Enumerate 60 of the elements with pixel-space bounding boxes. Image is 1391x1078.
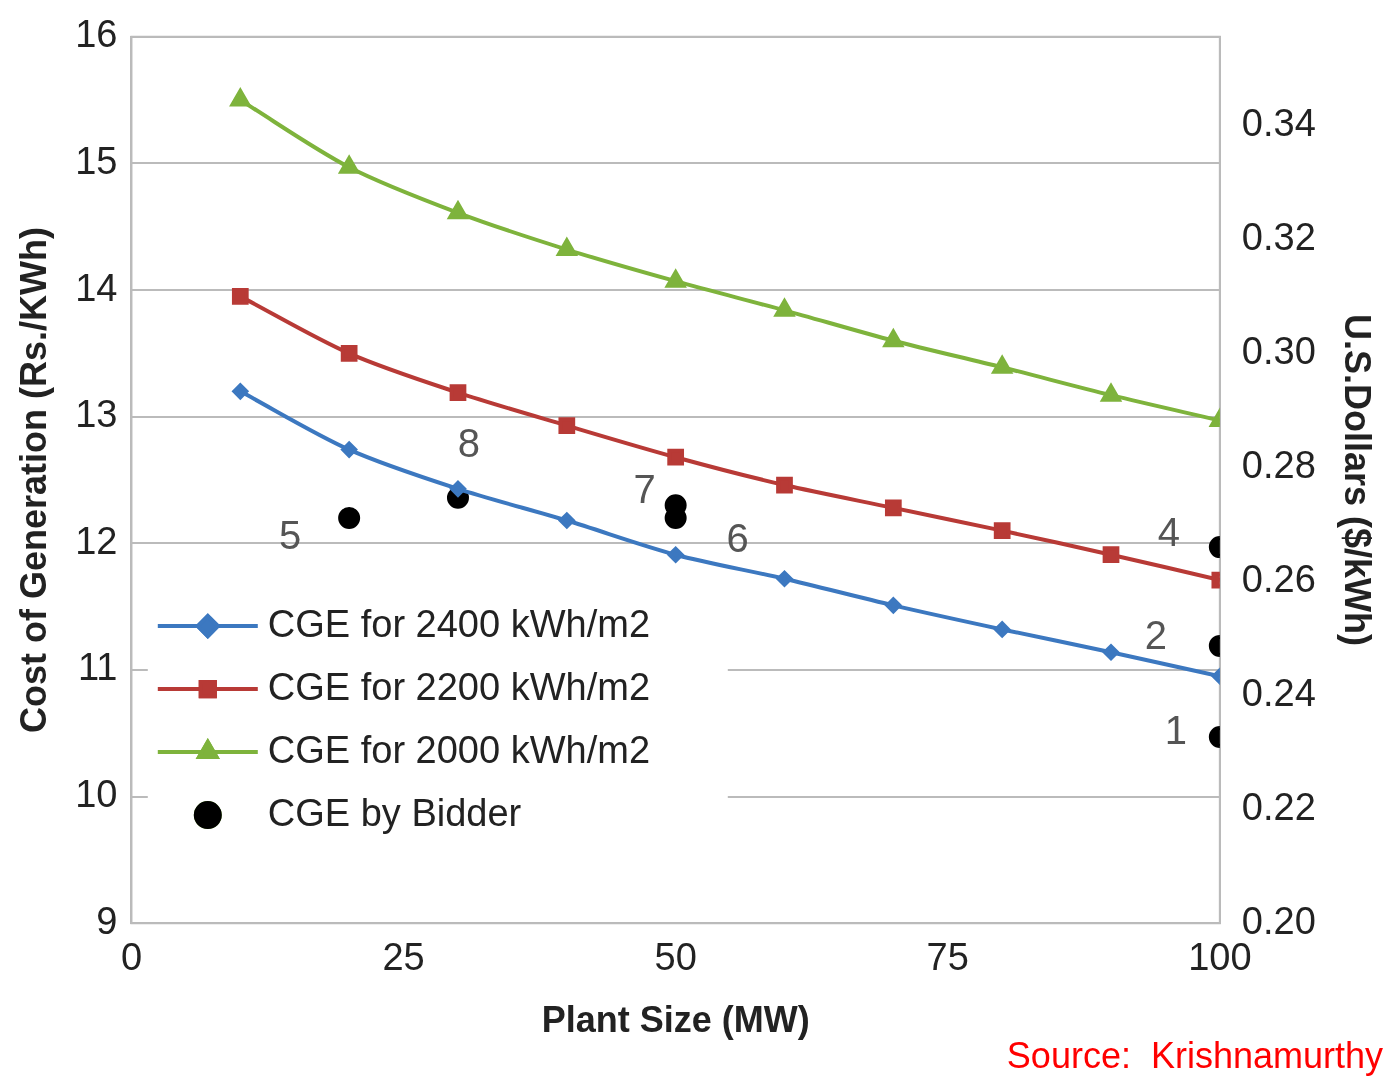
annotation: 8 bbox=[457, 420, 481, 465]
point bbox=[340, 345, 358, 362]
y-axis-title: Cost of Generation (Rs./KWh) bbox=[12, 227, 54, 733]
point bbox=[558, 512, 575, 529]
y2-tick-label: 0.34 bbox=[1241, 101, 1316, 144]
y-tick-label: 14 bbox=[75, 266, 118, 309]
point bbox=[448, 201, 468, 220]
y-tick-label: 12 bbox=[75, 519, 118, 562]
x-tick-label: 25 bbox=[382, 936, 425, 979]
y2-axis-title: U.S.Dollars ($/kWh) bbox=[1337, 313, 1379, 647]
point bbox=[339, 156, 359, 174]
point bbox=[232, 383, 249, 400]
y-tick-label: 10 bbox=[75, 773, 118, 816]
y2-tick-label: 0.26 bbox=[1241, 557, 1316, 600]
x-tick-label: 0 bbox=[120, 936, 143, 979]
point bbox=[992, 356, 1012, 374]
y2-tick-label: 0.30 bbox=[1241, 329, 1316, 372]
point bbox=[449, 384, 467, 401]
y2-tick-label: 0.32 bbox=[1241, 215, 1316, 258]
y2-tick-label: 0.28 bbox=[1241, 443, 1316, 486]
x-tick-label: 50 bbox=[654, 936, 697, 979]
y2-tick-label: 0.24 bbox=[1241, 671, 1316, 714]
point bbox=[774, 299, 795, 317]
point bbox=[558, 417, 576, 434]
point bbox=[449, 480, 466, 497]
legend-label: CGE by Bidder bbox=[267, 791, 522, 834]
x-tick-label: 75 bbox=[926, 936, 969, 979]
point bbox=[994, 621, 1011, 638]
point bbox=[667, 546, 684, 563]
annotation: 5 bbox=[279, 513, 302, 558]
point bbox=[230, 89, 251, 107]
point bbox=[667, 448, 685, 466]
legend-label: CGE for 2200 kWh/m2 bbox=[267, 665, 651, 708]
y2-tick-label: 0.22 bbox=[1241, 785, 1316, 828]
source-note: Source: Krishnamurthy bbox=[1006, 1034, 1383, 1076]
annotation: 1 bbox=[1164, 708, 1187, 753]
point bbox=[776, 476, 793, 494]
point bbox=[665, 270, 686, 288]
point bbox=[776, 570, 793, 587]
point bbox=[993, 522, 1011, 540]
y-tick-label: 11 bbox=[78, 646, 118, 689]
point bbox=[1103, 644, 1119, 661]
annotation: 7 bbox=[633, 467, 656, 512]
point bbox=[885, 597, 902, 614]
y-tick-label: 13 bbox=[75, 393, 118, 436]
y-tick-label: 16 bbox=[75, 13, 118, 56]
point bbox=[1101, 384, 1121, 402]
x-axis-title: Plant Size (MW) bbox=[541, 999, 810, 1041]
point bbox=[231, 288, 249, 305]
point bbox=[341, 441, 358, 458]
legend-label: CGE for 2000 kWh/m2 bbox=[267, 728, 651, 771]
annotation: 4 bbox=[1157, 510, 1180, 555]
y-tick-label: 9 bbox=[96, 899, 118, 942]
point bbox=[1102, 546, 1120, 564]
point bbox=[338, 506, 361, 529]
annotation: 2 bbox=[1144, 612, 1167, 657]
point bbox=[884, 499, 902, 517]
annotation: 6 bbox=[726, 516, 749, 561]
y-tick-label: 15 bbox=[75, 139, 118, 182]
legend-label: CGE for 2400 kWh/m2 bbox=[267, 602, 651, 645]
